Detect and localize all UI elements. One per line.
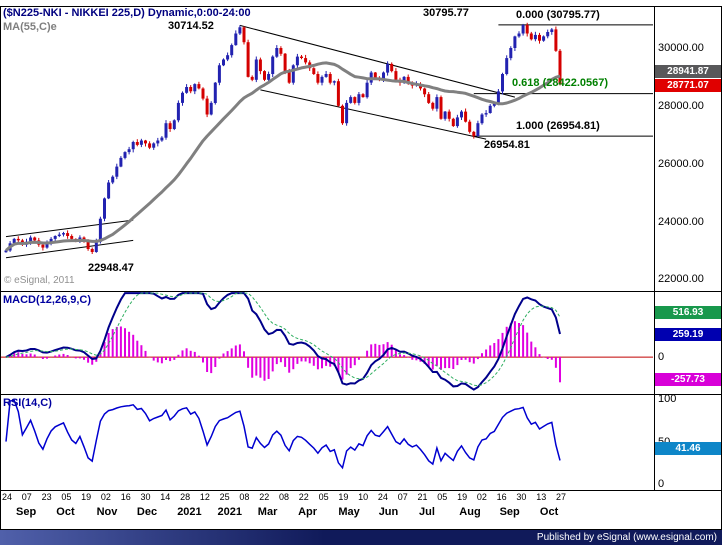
x-axis-day-label: 24 — [2, 492, 13, 502]
x-axis-day-label: 28 — [180, 492, 191, 502]
rsi-bottom-divider — [0, 490, 722, 491]
fib-level-618-label: 0.618 (28422.0567) — [512, 77, 609, 89]
x-axis-day-label: 22 — [298, 492, 309, 502]
x-axis-month-label: Dec — [136, 506, 158, 518]
x-axis-day-label: 19 — [81, 492, 92, 502]
chart-border-top — [0, 6, 722, 7]
x-axis-day-label: 19 — [457, 492, 468, 502]
esignal-watermark: © eSignal, 2011 — [4, 275, 75, 286]
x-axis-month-label: Jun — [378, 506, 399, 518]
annotation-sep-high: 30795.77 — [423, 7, 469, 19]
x-axis-day-label: 25 — [219, 492, 230, 502]
x-axis-day-label: 30 — [140, 492, 151, 502]
chart-title: ($N225-NKI - NIKKEI 225,D) Dynamic,0:00-… — [3, 7, 251, 19]
x-axis-day-label: 13 — [536, 492, 547, 502]
x-axis-day-label: 02 — [100, 492, 111, 502]
x-axis-month-label: 2021 — [217, 506, 242, 518]
annotation-aug-low: 26954.81 — [484, 139, 530, 151]
x-axis-day-label: 16 — [496, 492, 507, 502]
chart-border-left — [0, 6, 1, 530]
rsi-axis-tick: 100 — [658, 393, 677, 406]
x-axis-month-label: Jul — [419, 506, 435, 518]
last-price-box: 28771.07 — [655, 78, 721, 92]
x-axis-day-label: 14 — [160, 492, 171, 502]
x-axis-day-label: 05 — [437, 492, 448, 502]
x-axis-day-label: 23 — [41, 492, 52, 502]
price-axis-tick: 28000.00 — [658, 99, 704, 112]
x-axis-day-label: 27 — [556, 492, 567, 502]
x-axis-day-label: 05 — [61, 492, 72, 502]
chart-border-bottom — [0, 529, 722, 530]
x-axis-day-label: 08 — [279, 492, 290, 502]
rsi-value-box: 41.46 — [655, 442, 721, 456]
rsi-indicator-label: RSI(14,C) — [3, 397, 52, 409]
x-axis-day-label: 24 — [377, 492, 388, 502]
x-axis-day-label: 05 — [318, 492, 329, 502]
chart-canvas[interactable] — [0, 0, 722, 530]
fib-level-100-label: 1.000 (26954.81) — [516, 120, 600, 132]
x-axis-month-label: 2021 — [177, 506, 202, 518]
macd-value-box: 259.19 — [655, 328, 721, 342]
annotation-oct-low: 22948.47 — [88, 262, 134, 274]
x-axis-month-label: Sep — [16, 506, 37, 518]
price-axis-tick: 30000.00 — [658, 41, 704, 54]
x-axis-day-label: 22 — [259, 492, 270, 502]
x-axis-month-label: Oct — [56, 506, 75, 518]
rsi-axis-tick: 0 — [658, 478, 665, 491]
x-axis-month-label: Nov — [96, 506, 118, 518]
annotation-feb-high: 30714.52 — [168, 20, 214, 32]
x-axis-month-label: Apr — [298, 506, 318, 518]
ma-indicator-label: MA(55,C)e — [3, 21, 57, 33]
x-axis-month-label: Sep — [499, 506, 520, 518]
x-axis-day-label: 30 — [516, 492, 527, 502]
x-axis-day-label: 08 — [239, 492, 250, 502]
x-axis-month-label: Oct — [539, 506, 559, 518]
price-axis-tick: 22000.00 — [658, 273, 704, 286]
price-axis-tick: 24000.00 — [658, 215, 704, 228]
value-axis-divider — [654, 6, 655, 490]
macd-rsi-divider — [0, 394, 722, 395]
x-axis-day-label: 07 — [397, 492, 408, 502]
x-axis-month-label: Mar — [257, 506, 278, 518]
x-axis-day-label: 10 — [358, 492, 369, 502]
fib-level-0-label: 0.000 (30795.77) — [516, 9, 600, 21]
macd-signal-value-box: 516.93 — [655, 306, 721, 320]
x-axis-day-label: 19 — [338, 492, 349, 502]
x-axis-day-label: 12 — [199, 492, 210, 502]
x-axis-day-label: 02 — [476, 492, 487, 502]
x-axis-day-label: 16 — [120, 492, 131, 502]
macd-zero-tick: 0 — [658, 351, 665, 364]
ma-value-box: 28941.87 — [655, 64, 721, 78]
x-axis-day-label: 21 — [417, 492, 428, 502]
footer-bar: Published by eSignal (www.esignal.com) — [0, 530, 722, 545]
macd-indicator-label: MACD(12,26,9,C) — [3, 294, 92, 306]
price-axis-tick: 26000.00 — [658, 157, 704, 170]
x-axis-month-label: Aug — [459, 506, 481, 518]
x-axis-day-label: 07 — [21, 492, 32, 502]
x-axis-month-label: May — [338, 506, 360, 518]
price-macd-divider — [0, 291, 722, 292]
macd-histogram-value-box: -257.73 — [655, 372, 721, 386]
footer-text: Published by eSignal (www.esignal.com) — [536, 532, 717, 543]
